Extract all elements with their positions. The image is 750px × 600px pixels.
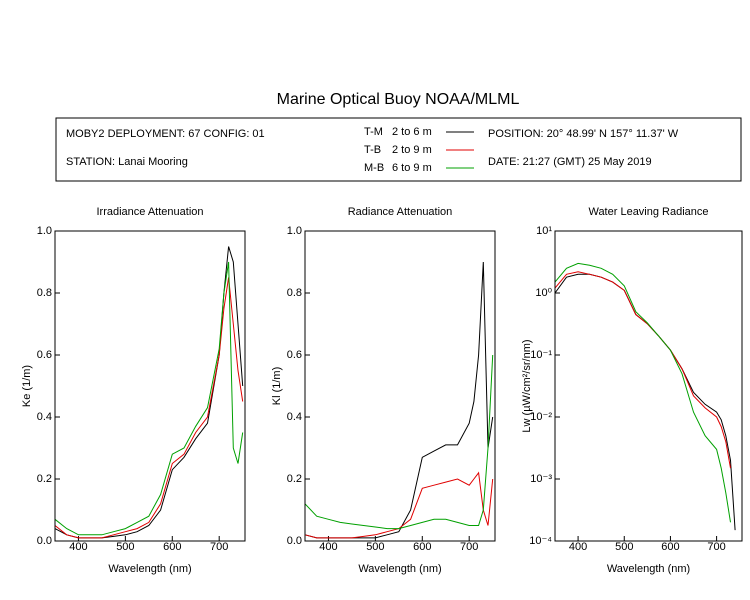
chart-title: Water Leaving Radiance bbox=[588, 206, 708, 218]
position: POSITION: 20° 48.99' N 157° 11.37' W bbox=[488, 128, 679, 140]
data-line bbox=[304, 471, 494, 539]
data-line bbox=[554, 262, 731, 523]
data-line bbox=[554, 273, 736, 531]
legend-depth: 6 to 9 m bbox=[392, 162, 432, 174]
y-tick-label: 0.8 bbox=[37, 287, 52, 299]
y-tick-label: 0.6 bbox=[37, 349, 52, 361]
legend-name: T-B bbox=[364, 144, 381, 156]
legend-name: T-M bbox=[364, 126, 383, 138]
y-tick-label: 10⁻⁴ bbox=[529, 535, 552, 547]
chart-title: Irradiance Attenuation bbox=[96, 206, 203, 218]
plot-frame bbox=[54, 230, 246, 542]
station: STATION: Lanai Mooring bbox=[66, 156, 188, 168]
x-tick-label: 600 bbox=[163, 541, 181, 553]
info-box bbox=[55, 117, 742, 182]
y-tick-label: 10⁻² bbox=[530, 411, 552, 423]
x-tick-label: 700 bbox=[460, 541, 478, 553]
deployment: MOBY2 DEPLOYMENT: 67 CONFIG: 01 bbox=[66, 128, 265, 140]
x-tick-label: 700 bbox=[210, 541, 228, 553]
plot-frame bbox=[554, 230, 743, 542]
x-tick-label: 400 bbox=[569, 541, 587, 553]
data-line bbox=[554, 271, 731, 469]
x-tick-label: 600 bbox=[661, 541, 679, 553]
x-tick-label: 500 bbox=[366, 541, 384, 553]
y-tick-label: 1.0 bbox=[287, 225, 302, 237]
x-tick-label: 400 bbox=[69, 541, 87, 553]
y-tick-label: 0.2 bbox=[37, 473, 52, 485]
y-tick-label: 10⁻¹ bbox=[530, 349, 552, 361]
data-line bbox=[304, 354, 494, 530]
x-tick-label: 600 bbox=[413, 541, 431, 553]
data-line bbox=[54, 261, 244, 536]
y-axis-label: Kl (1/m) bbox=[271, 367, 283, 406]
y-tick-label: 0.2 bbox=[287, 473, 302, 485]
y-tick-label: 10⁻³ bbox=[530, 473, 552, 485]
y-tick-label: 0.0 bbox=[37, 535, 52, 547]
y-tick-label: 0.4 bbox=[37, 411, 52, 423]
y-tick-label: 0.8 bbox=[287, 287, 302, 299]
x-axis-label: Wavelength (nm) bbox=[108, 563, 191, 575]
chart-title: Radiance Attenuation bbox=[348, 206, 453, 218]
data-line bbox=[304, 261, 494, 539]
plot-frame bbox=[304, 230, 496, 542]
x-axis-label: Wavelength (nm) bbox=[607, 563, 690, 575]
y-axis-label: Lw (µW/cm²/sr/nm) bbox=[521, 339, 533, 432]
x-tick-label: 500 bbox=[116, 541, 134, 553]
y-tick-label: 10¹ bbox=[536, 225, 552, 237]
x-axis-label: Wavelength (nm) bbox=[358, 563, 441, 575]
y-tick-label: 10⁰ bbox=[535, 287, 552, 299]
x-tick-label: 500 bbox=[615, 541, 633, 553]
data-line bbox=[54, 277, 244, 539]
x-tick-label: 700 bbox=[707, 541, 725, 553]
legend-depth: 2 to 9 m bbox=[392, 144, 432, 156]
legend-depth: 2 to 6 m bbox=[392, 126, 432, 138]
y-axis-label: Ke (1/m) bbox=[21, 365, 33, 407]
y-tick-label: 0.6 bbox=[287, 349, 302, 361]
date: DATE: 21:27 (GMT) 25 May 2019 bbox=[488, 156, 652, 168]
data-line bbox=[54, 246, 244, 539]
legend-name: M-B bbox=[364, 162, 384, 174]
x-tick-label: 400 bbox=[319, 541, 337, 553]
page-title: Marine Optical Buoy NOAA/MLML bbox=[277, 91, 520, 108]
y-tick-label: 1.0 bbox=[37, 225, 52, 237]
y-tick-label: 0.0 bbox=[287, 535, 302, 547]
y-tick-label: 0.4 bbox=[287, 411, 302, 423]
